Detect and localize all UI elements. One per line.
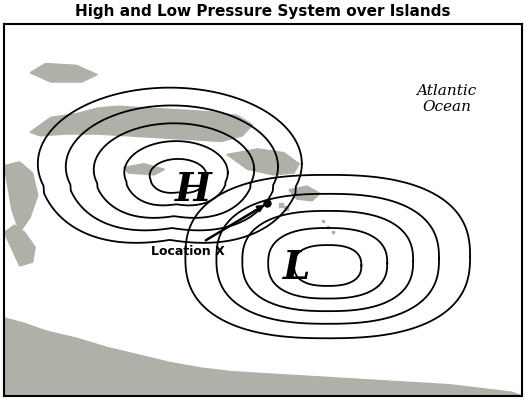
- Polygon shape: [289, 186, 320, 201]
- Polygon shape: [30, 106, 252, 142]
- Text: Atlantic
Ocean: Atlantic Ocean: [417, 84, 477, 114]
- Text: L: L: [283, 249, 310, 287]
- Polygon shape: [4, 225, 35, 266]
- Polygon shape: [123, 164, 165, 175]
- Polygon shape: [4, 162, 38, 232]
- Polygon shape: [227, 149, 299, 175]
- Text: Location X: Location X: [151, 206, 262, 258]
- Polygon shape: [4, 318, 522, 396]
- Polygon shape: [30, 64, 97, 82]
- Title: High and Low Pressure System over Islands: High and Low Pressure System over Island…: [75, 4, 451, 19]
- Text: H: H: [175, 171, 211, 209]
